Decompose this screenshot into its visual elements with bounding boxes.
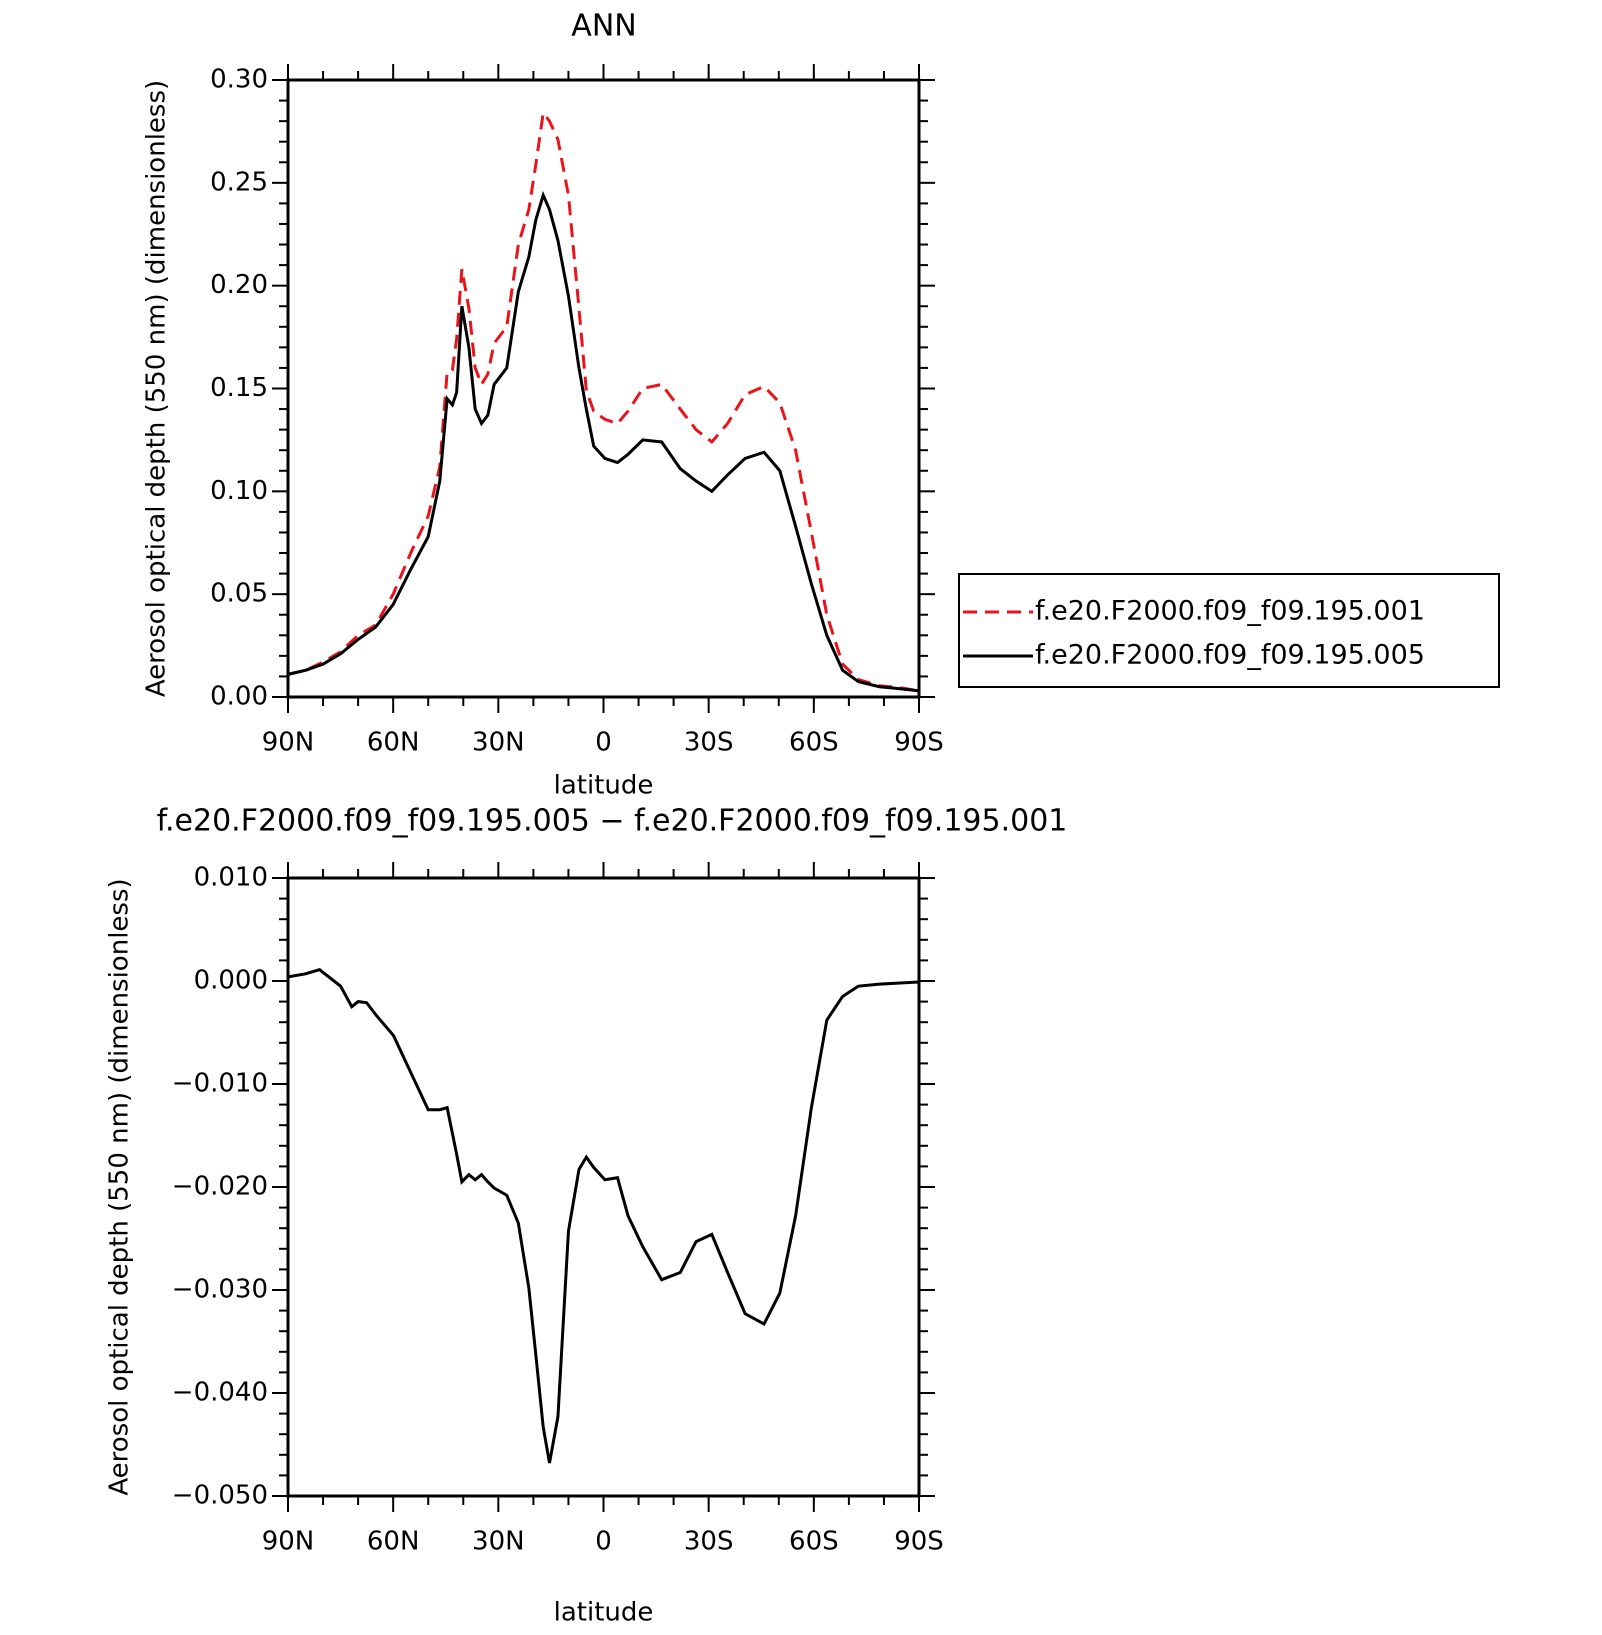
x-tick-label: 90S <box>894 728 944 758</box>
x-tick-label: 30S <box>684 728 734 758</box>
y-tick-label: 0.25 <box>210 167 268 197</box>
x-tick-label: 90S <box>894 1527 944 1557</box>
x-tick-label: 60S <box>789 1527 839 1557</box>
x-axis-label: latitude <box>554 1598 654 1628</box>
y-axis-label: Aerosol optical depth (550 nm) (dimensio… <box>105 878 135 1495</box>
legend-label: f.e20.F2000.f09_f09.195.001 <box>1035 596 1425 627</box>
x-tick-label: 30N <box>472 728 525 758</box>
x-tick-label: 90N <box>262 1527 315 1557</box>
x-tick-label: 30N <box>472 1527 525 1557</box>
y-axis-label: Aerosol optical depth (550 nm) (dimensio… <box>142 80 172 697</box>
legend-label: f.e20.F2000.f09_f09.195.005 <box>1035 640 1425 671</box>
chart-title: ANN <box>571 9 636 44</box>
x-tick-label: 0 <box>595 1527 612 1557</box>
x-tick-label: 90N <box>262 728 315 758</box>
x-tick-label: 60S <box>789 728 839 758</box>
y-tick-label: −0.030 <box>172 1275 268 1305</box>
x-axis-label: latitude <box>554 771 654 801</box>
y-tick-label: −0.040 <box>172 1378 268 1408</box>
y-tick-label: −0.010 <box>172 1069 268 1099</box>
y-tick-label: 0.15 <box>210 373 268 403</box>
y-tick-label: 0.20 <box>210 270 268 300</box>
x-tick-label: 60N <box>367 728 420 758</box>
y-tick-label: 0.30 <box>210 65 268 95</box>
x-tick-label: 0 <box>595 728 612 758</box>
x-tick-label: 30S <box>684 1527 734 1557</box>
y-tick-label: 0.10 <box>210 476 268 506</box>
legend-box <box>958 573 1500 688</box>
x-tick-label: 60N <box>367 1527 420 1557</box>
data-line <box>287 968 920 1464</box>
y-tick-label: 0.000 <box>194 966 268 996</box>
chart-title: f.e20.F2000.f09_f09.195.005 − f.e20.F200… <box>157 804 1068 839</box>
y-tick-label: 0.00 <box>210 682 268 712</box>
y-tick-label: 0.05 <box>210 579 268 609</box>
plot-frame <box>286 78 921 699</box>
data-line <box>287 109 920 693</box>
y-tick-label: −0.020 <box>172 1172 268 1202</box>
y-tick-label: −0.050 <box>172 1481 268 1511</box>
y-tick-label: 0.010 <box>194 863 268 893</box>
data-line <box>287 190 920 693</box>
plot-frame <box>286 876 921 1498</box>
